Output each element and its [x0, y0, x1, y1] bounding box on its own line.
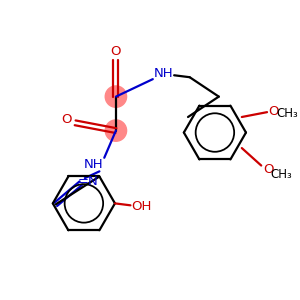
- Circle shape: [105, 86, 127, 107]
- Text: O: O: [263, 163, 273, 176]
- Text: CH₃: CH₃: [277, 106, 298, 120]
- Text: NH: NH: [154, 67, 173, 80]
- Text: =N: =N: [77, 175, 98, 188]
- Text: O: O: [111, 44, 121, 58]
- Text: OH: OH: [131, 200, 151, 213]
- Text: NH: NH: [84, 158, 103, 171]
- Text: O: O: [61, 113, 72, 126]
- Text: CH₃: CH₃: [271, 168, 292, 181]
- Text: O: O: [268, 105, 279, 118]
- Circle shape: [105, 120, 127, 141]
